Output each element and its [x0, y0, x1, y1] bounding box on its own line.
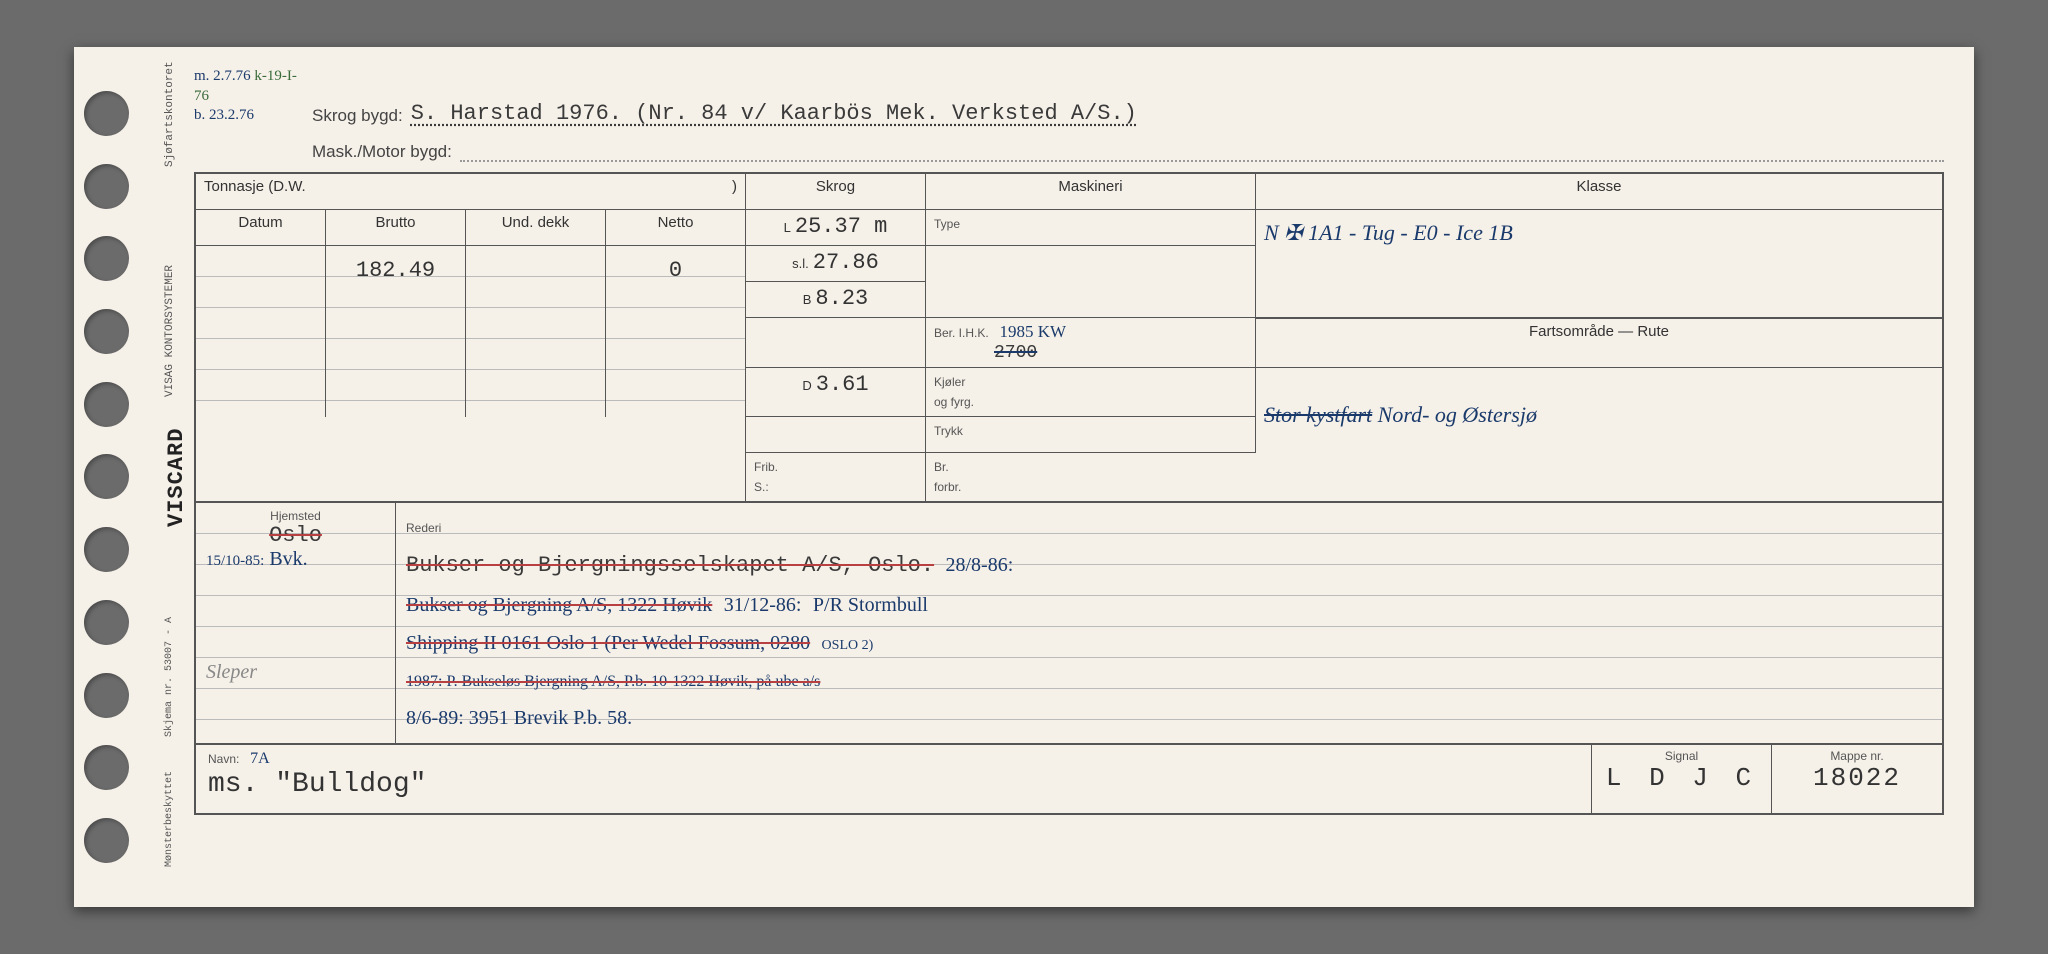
fartsomrade-header: Fartsområde — Rute [1256, 318, 1942, 368]
index-card: Sjøfartskontoret VISAG KONTORSYSTEMER VI… [74, 47, 1974, 907]
side-text: Skjema nr. 53007 - A [164, 617, 175, 737]
th-netto: Netto [606, 210, 746, 246]
side-text: VISAG KONTORSYSTEMER [164, 265, 176, 397]
mappe-value: 18022 [1784, 763, 1930, 793]
th-skrog: Skrog [746, 174, 926, 210]
hjemsted-1: Oslo [206, 523, 385, 548]
hole [84, 164, 129, 209]
th-maskineri: Maskineri [926, 174, 1256, 210]
signal-value: L D J C [1604, 763, 1759, 793]
maskineri-empty [926, 246, 1256, 318]
annotation: b. 23.2.76 [194, 107, 254, 123]
header-skrog-row: m. 2.7.76 k-19-I-76 b. 23.2.76 Skrog byg… [194, 67, 1944, 126]
hole [84, 236, 129, 281]
skrog-frib: Frib. S.: [746, 453, 926, 501]
netto-value: 0 [606, 246, 746, 417]
spec-table: Tonnasje (D.W. ) Skrog Maskineri Klasse … [194, 172, 1944, 503]
hole [84, 309, 129, 354]
skrog-empty [746, 318, 926, 368]
navn-value: ms. "Bulldog" [208, 769, 426, 800]
skrog-L: L25.37 m [746, 210, 926, 246]
hole [84, 600, 129, 645]
hjemsted-2: 15/10-85: Bvk. [206, 548, 385, 571]
th-klasse: Klasse [1256, 174, 1942, 210]
hjemsted-col: Hjemsted Oslo 15/10-85: Bvk. Sleper [196, 503, 396, 743]
rederi-line: 1987: P. Bukseløs Bjergning A/S, P.b. 10… [406, 673, 820, 690]
margin-annotations: m. 2.7.76 k-19-I-76 b. 23.2.76 [194, 67, 304, 126]
maskineri-trykk: Trykk [926, 417, 1256, 453]
motor-bygd-value [460, 134, 1944, 162]
maskineri-kjoler: Kjøler og fyrg. [926, 368, 1256, 417]
annotation: m. 2.7.76 [194, 68, 251, 84]
hole [84, 382, 129, 427]
brutto-value: 182.49 [326, 246, 466, 417]
signal-cell: Signal L D J C [1592, 745, 1772, 813]
skrog-empty2 [746, 417, 926, 453]
skrog-bygd-value: S. Harstad 1976. (Nr. 84 v/ Kaarbös Mek.… [411, 101, 1944, 126]
klasse-cell: N ✠ 1A1 - Tug - E0 - Ice 1B [1256, 210, 1942, 318]
hole [84, 673, 129, 718]
skrog-sl: s.l.27.86 [746, 246, 926, 282]
motor-bygd-label: Mask./Motor bygd: [312, 142, 452, 162]
th-datum: Datum [196, 210, 326, 246]
hjemsted-label: Hjemsted [206, 509, 385, 523]
fartsomrade-value: Nord- og Østersjø [1378, 402, 1537, 427]
navn-num: 7A [250, 750, 270, 767]
fartsomrade-cell: Stor kystfart Nord- og Østersjø [1256, 368, 1942, 453]
header-motor-row: Mask./Motor bygd: [312, 134, 1944, 162]
footer: Navn: 7A ms. "Bulldog" Signal L D J C Ma… [194, 745, 1944, 815]
hole [84, 454, 129, 499]
rederi-line: 8/6-89: 3951 Brevik P.b. 58. [406, 707, 632, 729]
navn-label: Navn: [208, 752, 239, 766]
klasse-value: N ✠ 1A1 - Tug - E0 - Ice 1B [1264, 220, 1934, 246]
card-body: m. 2.7.76 k-19-I-76 b. 23.2.76 Skrog byg… [184, 47, 1974, 907]
side-imprint: Sjøfartskontoret VISAG KONTORSYSTEMER VI… [144, 47, 184, 907]
th-und-dekk: Und. dekk [466, 210, 606, 246]
navn-cell: Navn: 7A ms. "Bulldog" [196, 745, 1592, 813]
hole [84, 527, 129, 572]
mappe-cell: Mappe nr. 18022 [1772, 745, 1942, 813]
binder-holes [74, 47, 144, 907]
rederi-section: Hjemsted Oslo 15/10-85: Bvk. Sleper Rede… [194, 503, 1944, 745]
side-text: Mønsterbeskyttet [164, 771, 175, 867]
skrog-D: D3.61 [746, 368, 926, 417]
maskineri-ber: Ber. I.H.K. 1985 KW 2700 [926, 318, 1256, 368]
und-dekk-col [466, 246, 606, 417]
signal-label: Signal [1604, 749, 1759, 763]
hole [84, 745, 129, 790]
sleper-note: Sleper [206, 661, 385, 684]
rederi-line: Shipping II 0161 Oslo 1 (Per Wedel Fossu… [406, 632, 810, 654]
maskineri-type: Type [926, 210, 1256, 246]
side-text: Sjøfartskontoret [164, 61, 176, 167]
rederi-line: Bukser og Bjergning A/S, 1322 Høvik [406, 594, 712, 616]
th-tonnasje: Tonnasje (D.W. ) [196, 174, 746, 210]
maskineri-br: Br. forbr. [926, 453, 1256, 501]
rederi-col: Rederi Bukser og Bjergningsselskapet A/S… [396, 503, 1942, 743]
th-brutto: Brutto [326, 210, 466, 246]
rederi-label: Rederi [406, 521, 441, 535]
hole [84, 91, 129, 136]
hole [84, 818, 129, 863]
datum-col [196, 246, 326, 417]
skrog-B: B8.23 [746, 282, 926, 318]
skrog-bygd-label: Skrog bygd: [312, 106, 403, 126]
mappe-label: Mappe nr. [1784, 749, 1930, 763]
rederi-line: Bukser og Bjergningsselskapet A/S, Oslo. [406, 553, 934, 578]
